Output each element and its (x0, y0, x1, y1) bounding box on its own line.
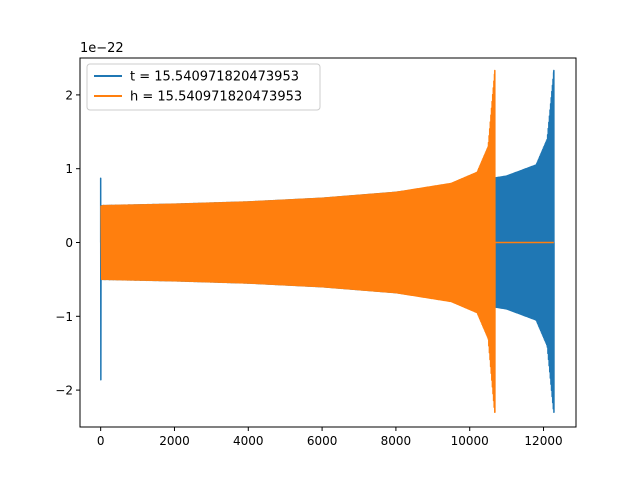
x-tick-label: 12000 (524, 434, 562, 448)
y-tick-label: 1 (65, 162, 73, 176)
x-axis: 0 2000 4000 6000 8000 10000 12000 (97, 427, 563, 448)
x-tick-label: 0 (97, 434, 105, 448)
y-tick-label: −1 (55, 310, 73, 324)
x-tick-label: 6000 (307, 434, 338, 448)
x-tick-label: 10000 (451, 434, 489, 448)
y-tick-label: −2 (55, 384, 73, 398)
legend-box (86, 63, 321, 111)
legend-label-h: h = 15.540971820473953 (130, 90, 302, 105)
y-tick-label: 0 (65, 236, 73, 250)
y-tick-label: 2 (65, 88, 73, 102)
legend: t = 15.540971820473953 h = 15.5409718204… (86, 63, 321, 111)
series-line-h (100, 69, 554, 413)
x-tick-label: 8000 (381, 434, 412, 448)
x-tick-label: 2000 (159, 434, 190, 448)
y-offset-label: 1e−22 (80, 41, 124, 56)
series-layer (99, 69, 555, 413)
y-axis: −2 −1 0 1 2 (55, 88, 80, 398)
x-tick-label: 4000 (233, 434, 264, 448)
legend-label-t: t = 15.540971820473953 (130, 70, 299, 85)
